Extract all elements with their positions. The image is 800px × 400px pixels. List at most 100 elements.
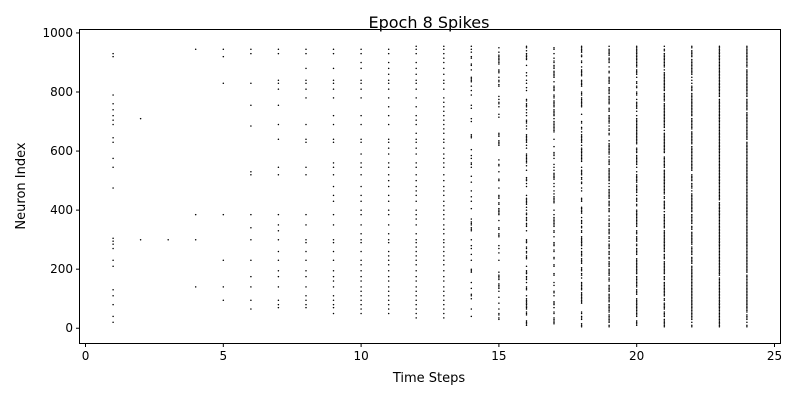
spike-point bbox=[691, 246, 693, 248]
spike-point bbox=[746, 45, 748, 47]
spike-point bbox=[580, 247, 583, 250]
spike-point bbox=[746, 147, 748, 149]
spike-point bbox=[608, 277, 610, 279]
spike-point bbox=[718, 190, 721, 192]
spike-point bbox=[718, 159, 721, 161]
spike-point bbox=[360, 238, 362, 241]
spike-point bbox=[635, 299, 638, 301]
spike-point bbox=[332, 238, 335, 241]
spike-point bbox=[332, 79, 335, 81]
spike-point bbox=[718, 320, 721, 322]
spike-point bbox=[553, 138, 555, 141]
spike-point bbox=[498, 296, 500, 298]
spike-point bbox=[746, 75, 748, 77]
spike-point bbox=[718, 277, 721, 279]
spike-point bbox=[635, 129, 638, 132]
spike-point bbox=[608, 107, 610, 110]
spike-point bbox=[691, 302, 693, 304]
spike-point bbox=[691, 216, 693, 219]
spike-point bbox=[746, 247, 748, 250]
spike-point bbox=[608, 295, 610, 297]
spike-point bbox=[718, 197, 721, 200]
spike-point bbox=[525, 111, 528, 114]
spike-point bbox=[635, 166, 638, 169]
spike-point bbox=[635, 238, 638, 241]
spike-point bbox=[608, 163, 610, 166]
spike-point bbox=[387, 185, 390, 188]
spike-point bbox=[608, 95, 610, 98]
spike-point bbox=[663, 269, 666, 272]
spike-point bbox=[250, 173, 252, 176]
spike-point bbox=[470, 230, 473, 232]
spike-point bbox=[718, 228, 721, 231]
spike-point bbox=[443, 238, 445, 241]
spike-point bbox=[553, 303, 555, 306]
spike-point bbox=[470, 94, 473, 96]
spike-point bbox=[663, 103, 666, 105]
spike-point bbox=[746, 57, 748, 59]
spike-point bbox=[415, 218, 417, 220]
spike-point bbox=[635, 159, 638, 161]
spike-point bbox=[553, 222, 555, 225]
spike-point bbox=[635, 110, 638, 112]
spike-point bbox=[663, 76, 666, 78]
spike-point bbox=[746, 238, 748, 241]
spike-point bbox=[718, 182, 721, 185]
spike-point bbox=[691, 303, 693, 306]
spike-point bbox=[608, 289, 610, 291]
spike-point bbox=[746, 321, 748, 324]
spike-point bbox=[691, 163, 693, 166]
spike-point bbox=[663, 222, 666, 225]
spike-point bbox=[415, 173, 417, 176]
spike-point bbox=[360, 250, 362, 253]
spike-point bbox=[443, 97, 445, 99]
spike-point bbox=[443, 132, 445, 135]
spike-point bbox=[608, 162, 610, 164]
spike-point bbox=[553, 154, 555, 157]
spike-point bbox=[635, 85, 638, 87]
spike-point bbox=[691, 122, 693, 124]
spike-point bbox=[443, 286, 445, 288]
spike-point bbox=[305, 295, 307, 297]
spike-point bbox=[663, 265, 666, 267]
spike-point bbox=[443, 106, 445, 108]
spike-point bbox=[691, 51, 693, 53]
spike-point bbox=[691, 176, 693, 179]
spike-point bbox=[387, 299, 390, 301]
spike-point bbox=[718, 324, 721, 327]
spike-point bbox=[691, 200, 693, 203]
spike-point bbox=[470, 175, 473, 177]
spike-point bbox=[691, 218, 693, 220]
spike-point bbox=[360, 200, 362, 203]
spike-point bbox=[746, 190, 748, 192]
spike-point bbox=[608, 116, 610, 118]
spike-point bbox=[443, 141, 445, 143]
spike-point bbox=[746, 116, 748, 118]
spike-point bbox=[663, 113, 666, 115]
spike-point bbox=[580, 302, 583, 304]
spike-point bbox=[691, 252, 693, 254]
spike-point bbox=[663, 258, 666, 260]
spike-point bbox=[718, 70, 721, 73]
spike-point bbox=[415, 138, 417, 141]
spike-point bbox=[222, 55, 225, 58]
spike-point bbox=[691, 125, 693, 127]
spike-point bbox=[415, 295, 417, 297]
spike-point bbox=[608, 72, 610, 74]
spike-point bbox=[498, 83, 500, 86]
spike-point bbox=[498, 51, 500, 53]
spike-point bbox=[663, 312, 666, 315]
spike-point bbox=[608, 272, 610, 275]
spike-point bbox=[553, 120, 555, 123]
spike-point bbox=[525, 162, 528, 164]
spike-point bbox=[525, 201, 528, 204]
spike-point bbox=[663, 184, 666, 186]
spike-point bbox=[718, 262, 721, 265]
spike-point bbox=[525, 82, 528, 84]
spike-point bbox=[580, 60, 583, 62]
spike-point bbox=[746, 228, 748, 231]
spike-point bbox=[112, 247, 114, 250]
spike-point bbox=[746, 204, 748, 207]
spike-point bbox=[691, 97, 693, 99]
